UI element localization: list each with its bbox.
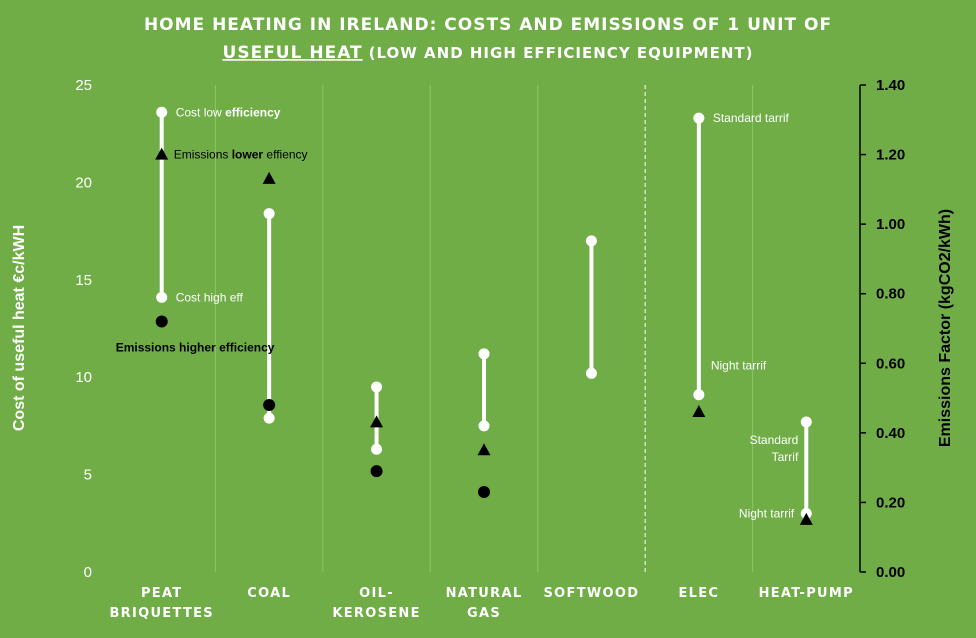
category-label: COAL — [247, 586, 291, 601]
chart-marks — [155, 106, 813, 525]
cost-point — [478, 348, 490, 360]
annotation-text: Emissions — [174, 148, 232, 162]
cost-point — [585, 367, 597, 379]
emissions-low-eff-point — [262, 171, 276, 184]
cost-point — [693, 112, 705, 124]
annotation-text: Standard tarrif — [713, 111, 790, 125]
y2-tick-label: 1.20 — [876, 147, 905, 164]
cost-point — [371, 443, 383, 455]
category-label: OIL- — [359, 586, 394, 601]
y-tick-label: 10 — [75, 369, 92, 386]
y2-tick-label: 0.20 — [876, 494, 905, 511]
category-label: PEAT — [141, 586, 183, 601]
chart-title-rest: (LOW AND HIGH EFFICIENCY EQUIPMENT) — [369, 44, 754, 62]
annotations: Cost low efficiency Emissions lower effie… — [116, 105, 799, 520]
cost-point — [800, 416, 812, 428]
annotation-label: Cost low efficiency — [176, 105, 281, 119]
chart-title-line2: USEFUL HEAT (LOW AND HIGH EFFICIENCY EQUI… — [223, 43, 754, 63]
annotation-label: Emissions higher efficiency — [116, 341, 275, 355]
annotation-text: Night tarrif — [739, 507, 795, 521]
y2-tick-label: 0.60 — [876, 355, 905, 372]
emissions-high-eff-point — [370, 465, 383, 478]
emissions-high-eff-point — [263, 399, 276, 412]
cost-point — [478, 420, 490, 432]
y2-tick-label: 1.40 — [876, 77, 905, 94]
y2-axis-title: Emissions Factor (kgCO2/kWh) — [937, 209, 954, 447]
cost-point — [156, 106, 168, 118]
cost-point — [693, 389, 705, 401]
category-label: KEROSENE — [332, 606, 420, 621]
annotation-label: Standard tarrif — [713, 111, 790, 125]
y2-tick-label: 0.40 — [876, 425, 905, 442]
category-label: HEAT-PUMP — [759, 586, 854, 601]
cost-point — [263, 208, 275, 220]
emissions-low-eff-point — [155, 147, 169, 160]
annotation-text: Night tarrif — [711, 359, 767, 373]
annotation-label: Tarrif — [772, 450, 799, 464]
emissions-low-eff-point — [692, 404, 706, 417]
annotation-text-bold: lower — [232, 148, 264, 162]
gridlines — [214, 85, 754, 572]
annotation-label: Emissions lower effiency — [174, 148, 308, 162]
y2-tick-label: 0.00 — [876, 564, 905, 581]
emissions-high-eff-point — [155, 315, 168, 328]
cost-point — [585, 235, 597, 247]
annotation-label: Cost high eff — [176, 290, 244, 304]
annotation-text: effiency — [263, 148, 307, 162]
cost-point — [156, 291, 168, 303]
axes: 0 5 10 15 20 25 0.00 0.20 0.40 0.60 0.80 1.00 1.20 1.… — [75, 77, 905, 621]
category-label: ELEC — [678, 586, 719, 601]
annotation-text: Cost high eff — [176, 290, 244, 304]
annotation-label: Night tarrif — [739, 507, 795, 521]
category-label: BRIQUETTES — [109, 606, 214, 621]
chart-title-underlined: USEFUL HEAT — [223, 43, 363, 63]
emissions-low-eff-point — [799, 512, 813, 525]
annotation-text-bold: efficiency — [225, 105, 281, 119]
category-label: NATURAL — [446, 586, 523, 601]
annotation-label: Night tarrif — [711, 359, 767, 373]
annotation-label: Standard — [750, 433, 799, 447]
y-tick-label: 15 — [75, 272, 92, 289]
y-tick-label: 25 — [75, 77, 92, 94]
y-tick-label: 0 — [84, 564, 92, 581]
annotation-text: Cost low — [176, 105, 225, 119]
category-label: SOFTWOOD — [544, 586, 640, 601]
chart-title-line1: HOME HEATING IN IRELAND: COSTS AND EMISS… — [144, 15, 832, 35]
y-axis-title: Cost of useful heat €c/kWH — [11, 225, 28, 431]
emissions-low-eff-point — [477, 443, 491, 456]
y2-tick-label: 1.00 — [876, 216, 905, 233]
emissions-high-eff-point — [478, 485, 490, 498]
annotation-text-bold: Emissions higher efficiency — [116, 341, 275, 355]
emissions-low-eff-point — [370, 415, 384, 428]
cost-point — [371, 381, 383, 393]
y2-tick-label: 0.80 — [876, 286, 905, 303]
cost-point — [263, 412, 275, 424]
category-label: GAS — [467, 606, 501, 621]
y-tick-label: 20 — [75, 174, 92, 191]
y-tick-label: 5 — [84, 467, 92, 484]
